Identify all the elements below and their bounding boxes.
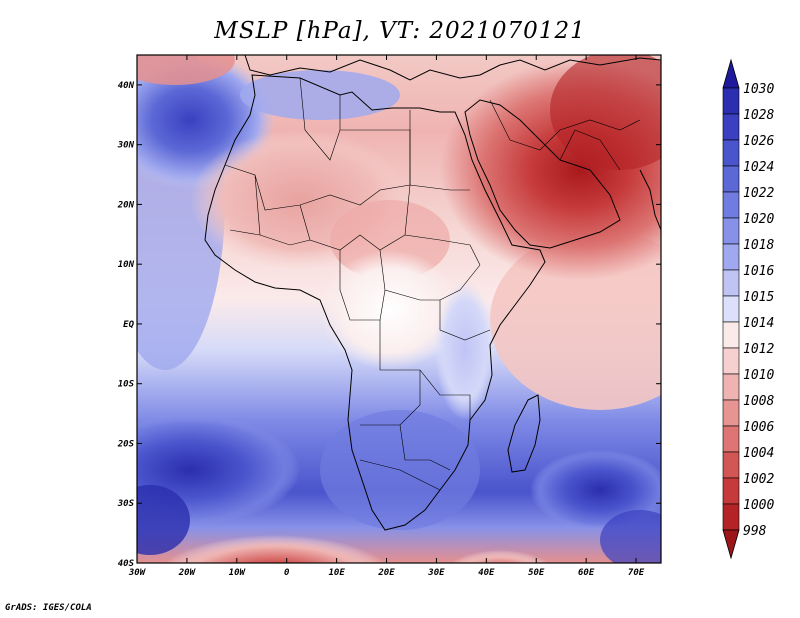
lon-tick-label: 10E xyxy=(328,568,345,578)
lon-tick-label: 20E xyxy=(377,568,395,578)
lat-tick-label: 10N xyxy=(118,260,135,270)
colorbar-segment xyxy=(722,243,740,271)
lat-tick-label: 30N xyxy=(117,141,135,151)
colorbar-label: 1022 xyxy=(743,186,774,201)
colorbar-label: 1014 xyxy=(743,316,774,331)
colorbar-segment xyxy=(722,399,740,427)
longitude-axis: 30W 20W 10W 0 10E 20E 30E 40E 50E 60E 70E xyxy=(128,55,645,578)
colorbar-label: 1000 xyxy=(743,498,774,513)
colorbar-label: 1006 xyxy=(743,420,774,435)
lon-tick-label: 20W xyxy=(178,568,197,578)
colorbar-segment xyxy=(722,139,740,167)
colorbar-label: 1018 xyxy=(743,238,774,253)
lon-tick-label: 30W xyxy=(128,568,147,578)
lon-tick-label: 70E xyxy=(628,568,645,578)
madagascar-coastline xyxy=(507,394,541,473)
lon-tick-label: 60E xyxy=(578,568,595,578)
colorbar-segment xyxy=(722,451,740,479)
colorbar-label: 1008 xyxy=(743,394,774,409)
lon-tick-label: 30E xyxy=(427,568,445,578)
europe-coastline xyxy=(244,55,661,81)
colorbar-segment xyxy=(722,347,740,375)
lon-tick-label: 50E xyxy=(528,568,545,578)
colorbar-segment xyxy=(722,321,740,349)
lat-tick-label: 20S xyxy=(117,439,135,449)
colorbar-segment xyxy=(722,373,740,401)
lat-tick-label: EQ xyxy=(123,320,134,330)
colorbar-label: 1012 xyxy=(743,342,774,357)
colorbar-segment xyxy=(722,425,740,453)
lat-tick-label: 20N xyxy=(117,200,135,210)
colorbar-segment xyxy=(722,87,740,115)
colorbar-label: 1010 xyxy=(743,368,774,383)
lat-tick-label: 40S xyxy=(118,559,135,569)
colorbar-segment xyxy=(722,165,740,193)
colorbar-label: 1015 xyxy=(743,290,774,305)
colorbar-label: 1028 xyxy=(743,108,774,123)
colorbar-label: 1026 xyxy=(743,134,774,149)
india-coastline xyxy=(639,169,661,231)
footer-credit: GrADS: IGES/COLA xyxy=(5,603,92,613)
map-frame xyxy=(136,54,662,564)
colorbar-segment xyxy=(722,295,740,323)
latitude-axis: 40N 30N 20N 10N EQ 10S 20S 30S 40S xyxy=(117,81,661,569)
colorbar-label: 1020 xyxy=(743,212,774,227)
lon-tick-label: 0 xyxy=(284,568,290,578)
colorbar-segment xyxy=(722,113,740,141)
colorbar-label: 1002 xyxy=(743,472,774,487)
colorbar-bottom-triangle xyxy=(722,529,740,560)
colorbar-label: 1024 xyxy=(743,160,774,175)
colorbar: 1030 1028 1026 1024 1022 1020 1018 1016 1015 1014… xyxy=(722,58,774,560)
colorbar-top-triangle xyxy=(722,58,740,89)
pressure-field xyxy=(137,55,661,563)
colorbar-segment xyxy=(722,269,740,297)
colorbar-label: 1016 xyxy=(743,264,774,279)
lat-tick-label: 40N xyxy=(118,81,135,91)
chart-title: MSLP [hPa], VT: 2021070121 xyxy=(214,18,586,44)
arabia-coastline xyxy=(464,99,621,249)
country-borders xyxy=(224,77,641,491)
colorbar-label: 998 xyxy=(743,524,767,539)
colorbar-label: 1004 xyxy=(743,446,774,461)
colorbar-segment xyxy=(722,191,740,219)
lon-tick-label: 40E xyxy=(478,568,495,578)
colorbar-label: 1030 xyxy=(743,82,774,97)
colorbar-segment xyxy=(722,477,740,505)
lat-tick-label: 10S xyxy=(118,380,135,390)
lat-tick-label: 30S xyxy=(117,499,135,509)
colorbar-segment xyxy=(722,217,740,245)
colorbar-segment xyxy=(722,503,740,531)
lon-tick-label: 10W xyxy=(229,568,247,578)
